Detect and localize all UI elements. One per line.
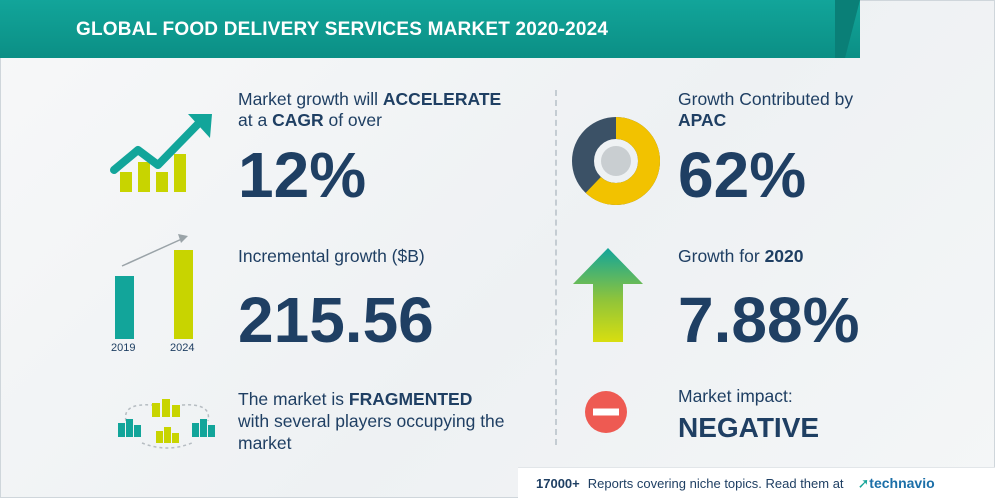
header-banner	[0, 0, 860, 58]
page-title: GLOBAL FOOD DELIVERY SERVICES MARKET 202…	[76, 19, 609, 40]
donut-apac-slice	[572, 117, 660, 205]
growth2020-value: 7.88%	[678, 284, 860, 356]
cagr-value: 12%	[238, 139, 367, 211]
market-label-line1: The market is FRAGMENTED	[238, 389, 473, 409]
negative-minus-icon	[585, 391, 627, 433]
footer-text: Reports covering niche topics. Read them…	[587, 475, 844, 491]
cagr-label-line2: at a CAGR of over	[238, 110, 382, 130]
year-start-label: 2019	[111, 342, 136, 354]
growth2020-label: Growth for 2020	[678, 246, 804, 266]
up-arrow-icon	[573, 248, 643, 342]
impact-value: NEGATIVE	[678, 412, 820, 443]
incremental-label: Incremental growth ($B)	[238, 246, 425, 266]
apac-label-line1: Growth Contributed by	[678, 89, 854, 109]
year-end-label: 2024	[170, 342, 195, 354]
cagr-label-line1: Market growth will ACCELERATE	[238, 89, 502, 109]
incremental-bar-icon	[115, 234, 193, 339]
market-label-line3: market	[238, 433, 292, 453]
banner-fold	[835, 0, 860, 58]
growth-chart-icon	[110, 114, 212, 192]
report-count: 17000+	[536, 475, 580, 491]
fragmented-market-icon	[118, 399, 215, 449]
market-label-line2: with several players occupying the	[238, 411, 505, 431]
brand-label: technavio	[869, 474, 935, 491]
incremental-value: 215.56	[238, 284, 434, 356]
column-divider	[555, 90, 557, 445]
apac-label-line2: APAC	[678, 110, 727, 130]
logo-arrow-icon: ➚	[857, 474, 870, 491]
impact-label: Market impact:	[678, 386, 793, 406]
apac-value: 62%	[678, 139, 807, 211]
footer-bar: 17000+ Reports covering niche topics. Re…	[518, 467, 995, 498]
donut-center	[601, 146, 631, 176]
technavio-logo[interactable]: ➚technavio	[858, 475, 935, 492]
apac-share-donut	[572, 117, 660, 205]
